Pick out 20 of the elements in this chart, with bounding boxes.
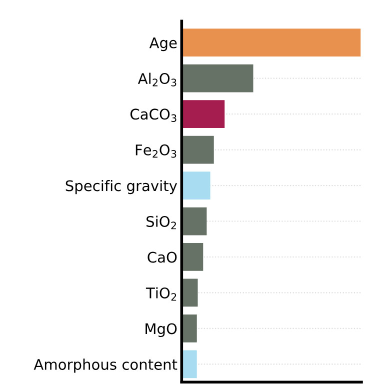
bar [182,243,204,271]
bar [182,100,225,128]
bar [182,314,197,342]
bar [182,207,207,236]
bar [182,64,254,92]
y-tick-label: Fe$_{2}$O$_{3}$ [136,144,176,158]
bar [182,278,198,307]
bar [182,172,210,200]
y-tick-label: CaO [148,252,177,263]
y-tick-label: MgO [146,323,177,338]
y-tick-label: Al$_{2}$O$_{3}$ [138,72,176,86]
y-tick-label: Amorphous content [34,358,178,373]
y-tick-label: Age [149,37,177,52]
y-tick-label: SiO$_{2}$ [146,216,176,230]
bar [182,136,214,164]
bar [182,350,197,378]
y-tick-label: Specific gravity [66,180,178,194]
y-tick-label: TiO$_{2}$ [146,287,176,301]
y-tick-label: CaCO$_{3}$ [130,108,176,122]
bar [182,28,361,56]
